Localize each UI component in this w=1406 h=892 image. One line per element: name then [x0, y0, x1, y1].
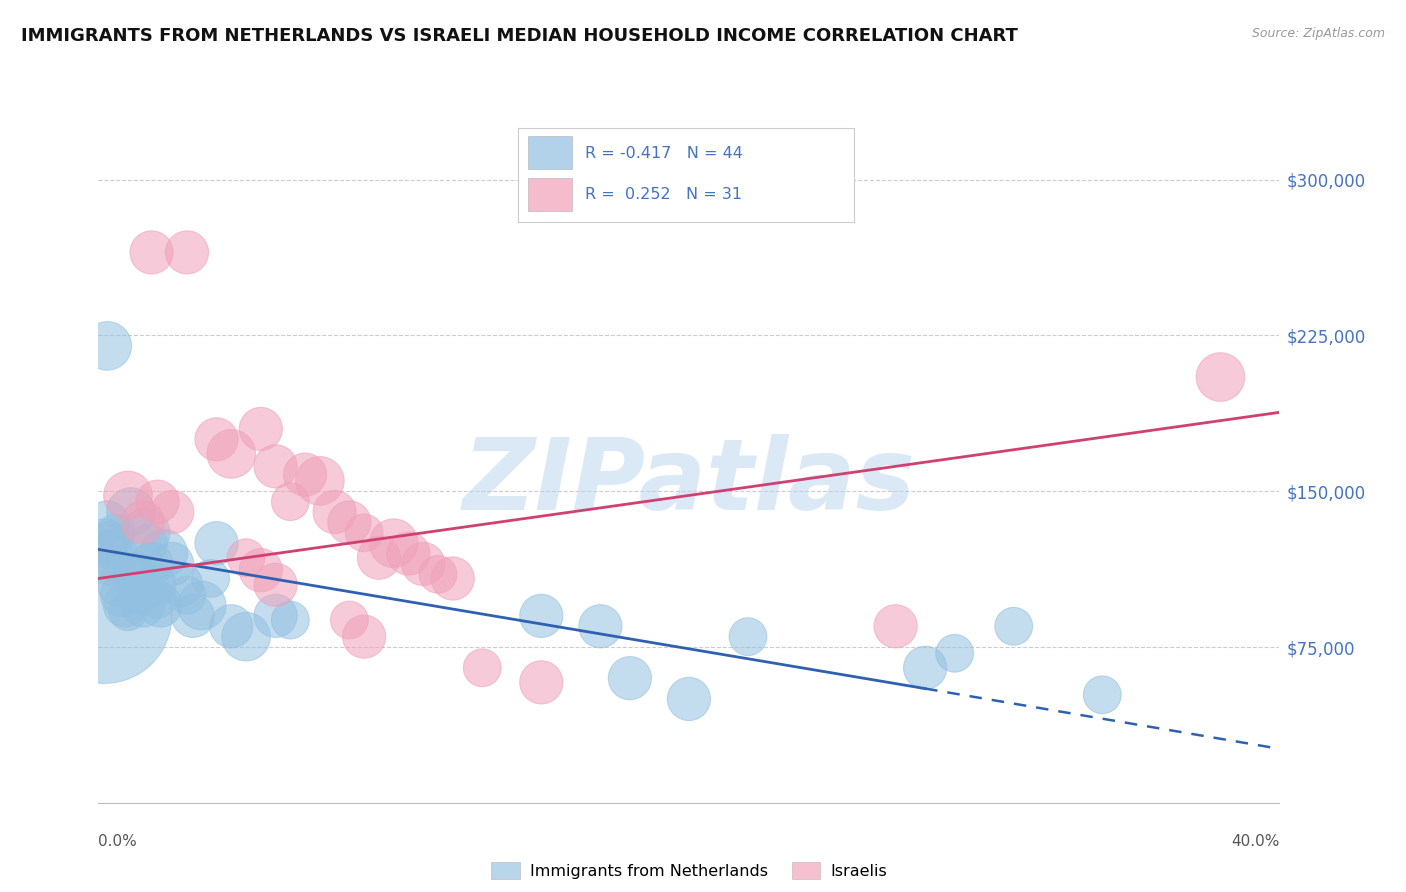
Point: [219, 447, 242, 461]
Point: [914, 661, 936, 675]
Point: [250, 563, 273, 577]
Point: [1091, 688, 1114, 702]
Point: [181, 608, 204, 623]
Point: [619, 671, 641, 685]
Point: [141, 245, 163, 260]
Point: [114, 599, 136, 613]
Point: [128, 588, 150, 602]
Text: IMMIGRANTS FROM NETHERLANDS VS ISRAELI MEDIAN HOUSEHOLD INCOME CORRELATION CHART: IMMIGRANTS FROM NETHERLANDS VS ISRAELI M…: [21, 27, 1018, 45]
Point: [530, 608, 553, 623]
Point: [200, 572, 222, 586]
Point: [678, 692, 700, 706]
Point: [93, 608, 115, 623]
Point: [471, 661, 494, 675]
Point: [1209, 370, 1232, 384]
Point: [235, 550, 257, 565]
Point: [98, 557, 121, 571]
Point: [396, 547, 419, 561]
Point: [111, 588, 134, 602]
Point: [1002, 619, 1025, 633]
Point: [122, 567, 145, 582]
Point: [235, 630, 257, 644]
Point: [170, 578, 193, 592]
Point: [441, 572, 464, 586]
Point: [96, 516, 118, 530]
Point: [427, 567, 450, 582]
Point: [125, 572, 148, 586]
Point: [96, 339, 118, 353]
Text: ZIPatlas: ZIPatlas: [463, 434, 915, 532]
Text: Source: ZipAtlas.com: Source: ZipAtlas.com: [1251, 27, 1385, 40]
Text: 0.0%: 0.0%: [98, 834, 138, 849]
Point: [530, 675, 553, 690]
Point: [278, 613, 302, 627]
Point: [103, 547, 125, 561]
Point: [108, 578, 131, 592]
Point: [737, 630, 759, 644]
Point: [219, 619, 242, 633]
Point: [294, 467, 316, 482]
Point: [132, 599, 155, 613]
Point: [132, 516, 155, 530]
Legend: Immigrants from Netherlands, Israelis: Immigrants from Netherlands, Israelis: [485, 856, 893, 885]
Point: [264, 459, 287, 474]
Point: [93, 536, 115, 550]
Point: [368, 550, 391, 565]
Point: [176, 588, 198, 602]
Point: [205, 536, 228, 550]
Point: [176, 245, 198, 260]
Point: [162, 557, 183, 571]
Point: [339, 613, 360, 627]
Point: [143, 578, 166, 592]
Text: 40.0%: 40.0%: [1232, 834, 1279, 849]
Point: [278, 494, 302, 508]
Point: [323, 505, 346, 519]
Point: [152, 547, 174, 561]
Point: [98, 536, 121, 550]
Point: [264, 578, 287, 592]
Point: [117, 488, 139, 502]
Point: [135, 525, 157, 540]
Point: [191, 599, 214, 613]
Point: [309, 474, 332, 488]
Point: [382, 536, 405, 550]
Point: [149, 599, 172, 613]
Point: [117, 605, 139, 619]
Point: [138, 536, 160, 550]
Point: [353, 630, 375, 644]
Point: [264, 608, 287, 623]
Point: [120, 505, 142, 519]
Point: [589, 619, 612, 633]
Point: [250, 422, 273, 436]
Point: [943, 646, 966, 660]
Point: [146, 592, 169, 607]
Point: [146, 494, 169, 508]
Point: [141, 557, 163, 571]
Point: [339, 516, 360, 530]
Point: [884, 619, 907, 633]
Point: [105, 525, 128, 540]
Point: [353, 525, 375, 540]
Point: [412, 557, 434, 571]
Point: [205, 433, 228, 447]
Point: [162, 505, 183, 519]
